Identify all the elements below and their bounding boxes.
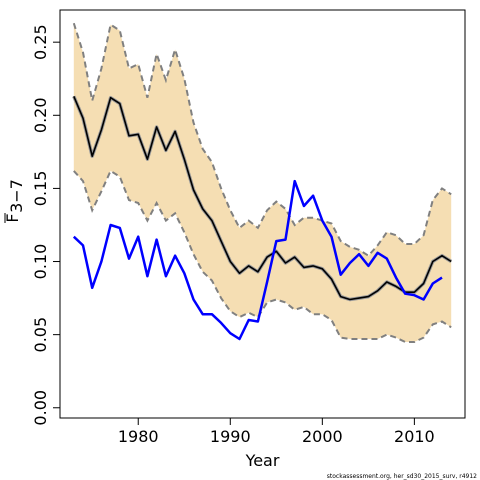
x-tick-label: 2000: [302, 427, 343, 446]
source-credit: stockassessment.org, her_sd30_2015_surv,…: [327, 473, 477, 480]
x-tick-label: 2010: [394, 427, 435, 446]
y-axis-title-main: F: [3, 213, 22, 222]
y-axis: 0.00 0.05 0.10 0.15 0.20 0.25: [31, 24, 61, 426]
band-lower-bound-line: [73, 169, 452, 343]
x-tick-label: 1980: [118, 427, 159, 446]
y-tick-label: 0.10: [31, 244, 50, 280]
y-axis-title-subscript: 3−7: [7, 179, 26, 213]
estimate-series-line: [73, 95, 452, 301]
band-upper-bound-line: [72, 22, 452, 257]
plot-area: [72, 22, 453, 343]
x-axis-title: Year: [245, 451, 280, 470]
y-tick-label: 0.15: [31, 171, 50, 207]
y-tick-label: 0.25: [31, 24, 50, 60]
y-tick-label: 0.00: [31, 390, 50, 426]
y-tick-label: 0.20: [31, 97, 50, 133]
confidence-band: [73, 23, 452, 342]
x-axis: 1980 1990 2000 2010: [118, 417, 435, 446]
observed-series-line: [72, 179, 443, 341]
x-tick-label: 1990: [210, 427, 251, 446]
y-tick-label: 0.05: [31, 317, 50, 353]
y-axis-title: F 3−7: [3, 179, 26, 223]
